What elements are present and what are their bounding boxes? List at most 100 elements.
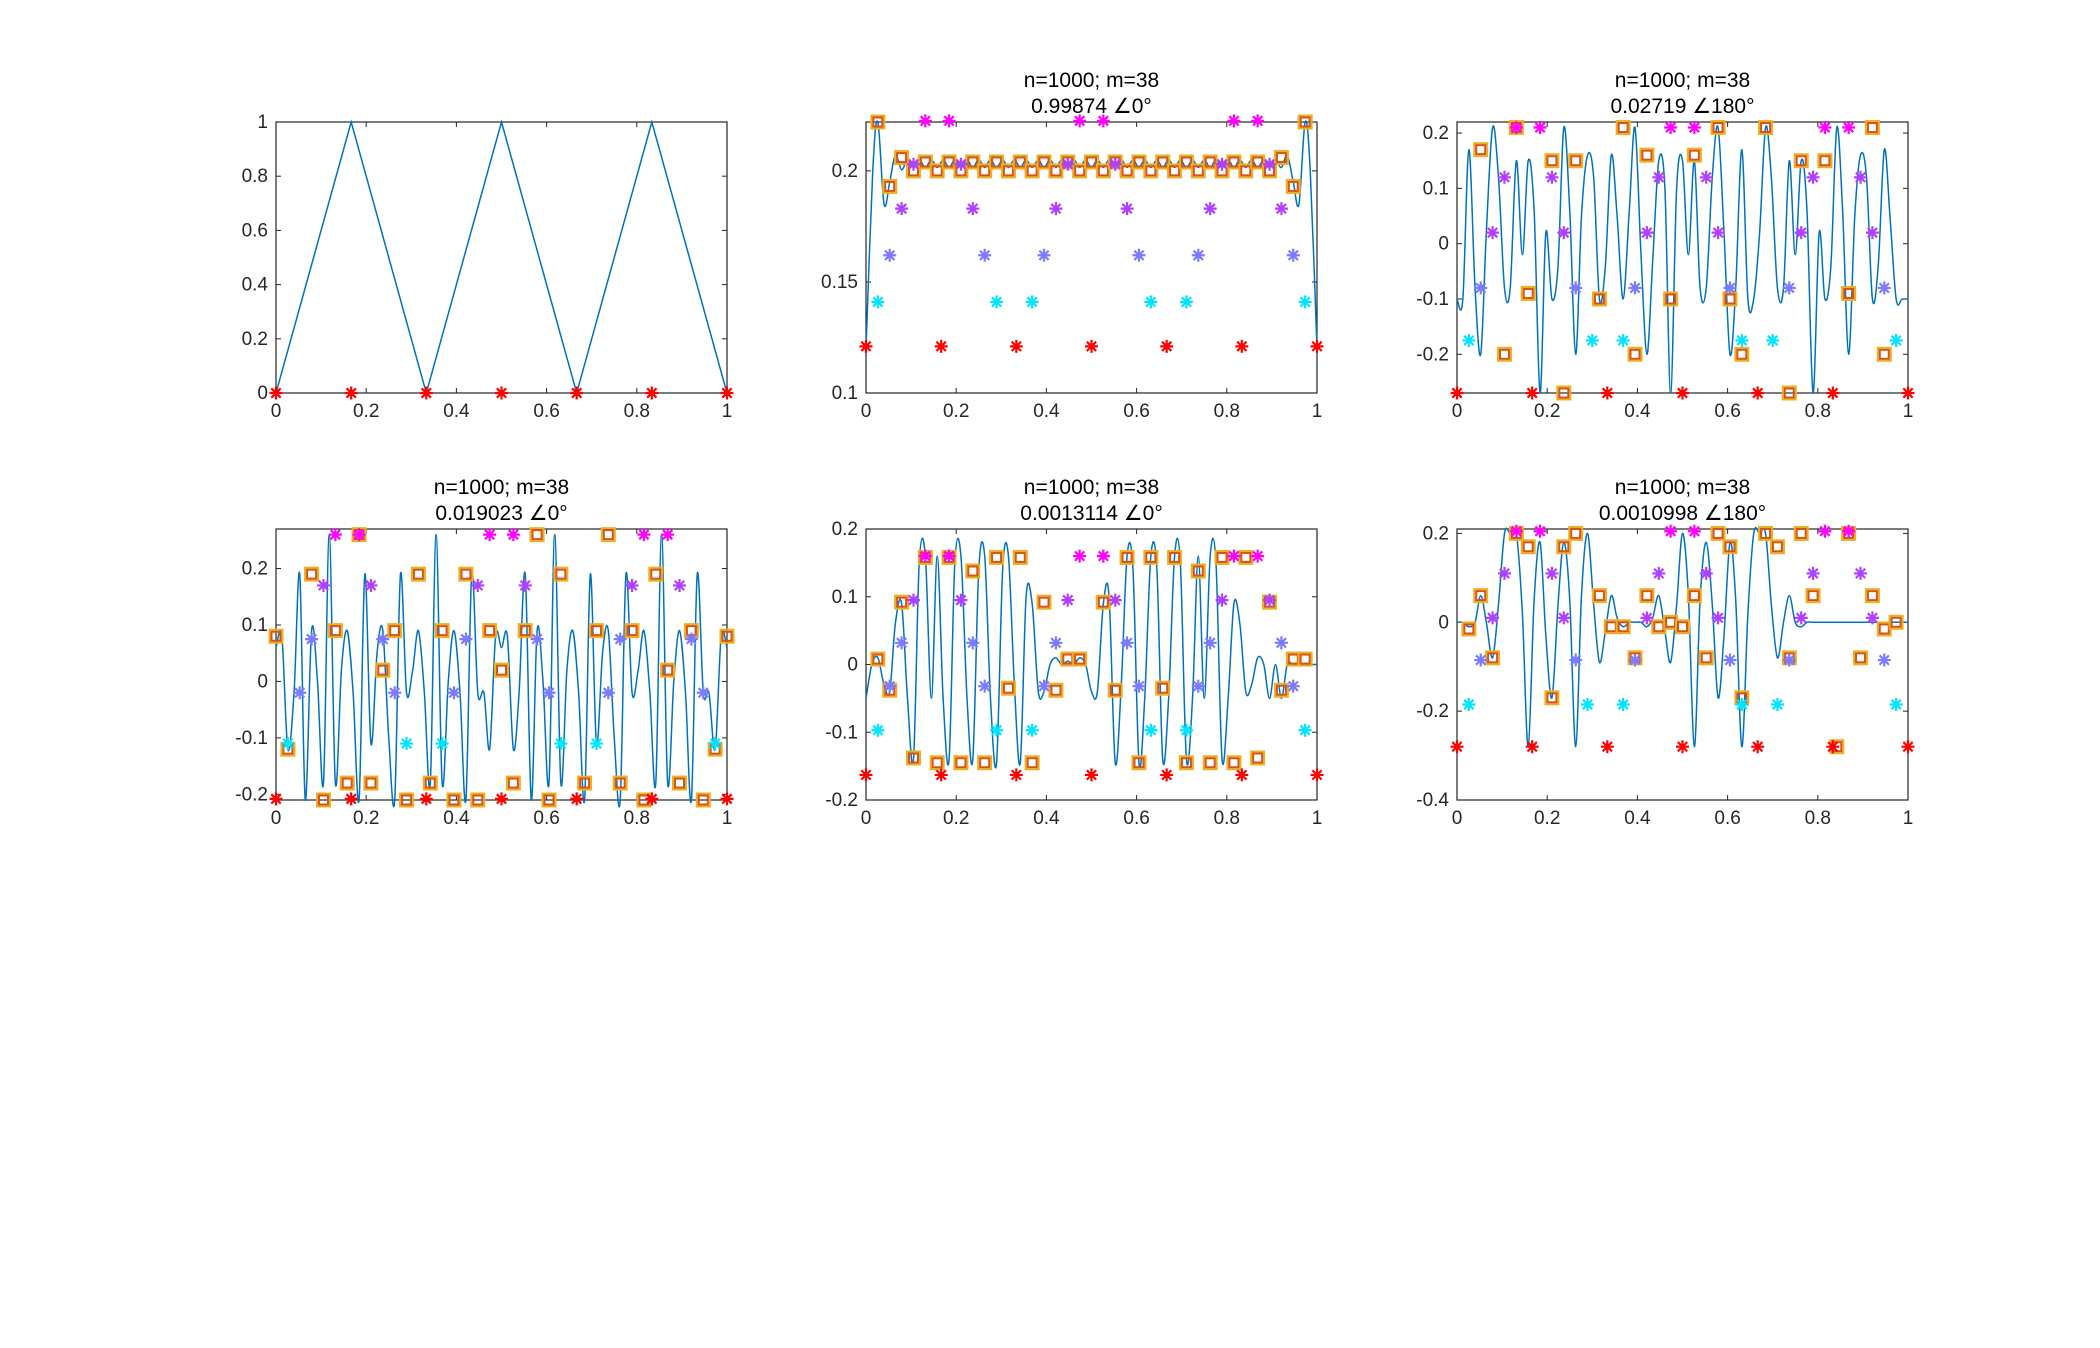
square-marker (1072, 651, 1088, 667)
star-marker (1569, 653, 1583, 667)
x-tick-label: 1 (722, 808, 733, 829)
square-marker (929, 163, 945, 179)
star-marker (344, 792, 358, 806)
x-tick-label: 1 (1312, 401, 1323, 422)
square-marker (1864, 588, 1880, 604)
y-tick-label: 0.1 (832, 383, 858, 404)
square-marker (1639, 588, 1655, 604)
square-marker (1131, 755, 1147, 771)
star-marker (1711, 611, 1725, 625)
star-marker (1310, 339, 1324, 353)
square-marker (1107, 682, 1123, 698)
star-marker (1545, 566, 1559, 580)
square-marker (1048, 163, 1064, 179)
y-tick-label: -0.2 (1416, 344, 1449, 365)
star-marker (376, 632, 390, 646)
y-tick-label: 0 (1438, 612, 1449, 633)
star-marker (1533, 524, 1547, 538)
square-marker (1769, 539, 1785, 555)
star-marker (1179, 723, 1193, 737)
square-marker (1250, 154, 1266, 170)
square-marker (1805, 588, 1821, 604)
square-marker (1273, 682, 1289, 698)
square-marker (505, 775, 521, 791)
star-marker (447, 686, 461, 700)
square-marker (695, 792, 711, 808)
star-marker (1497, 566, 1511, 580)
square-marker (1178, 755, 1194, 771)
star-marker (1865, 611, 1879, 625)
y-tick-label: 0.2 (1423, 123, 1449, 144)
square-marker (1238, 163, 1254, 179)
star-marker (1711, 226, 1725, 240)
square-marker (1473, 142, 1489, 158)
square-marker (1485, 650, 1501, 666)
star-marker (637, 528, 651, 542)
square-marker (529, 527, 545, 543)
square-marker (989, 154, 1005, 170)
chart-subtitle: 0.02719 ∠180° (1610, 95, 1754, 118)
square-marker (339, 775, 355, 791)
star-marker (388, 686, 402, 700)
y-tick-label: 0.2 (242, 559, 268, 580)
star-marker (978, 248, 992, 262)
square-marker (905, 750, 921, 766)
y-tick-label: 0.2 (1423, 523, 1449, 544)
star-marker (966, 202, 980, 216)
star-marker (1652, 566, 1666, 580)
star-marker (542, 686, 556, 700)
star-marker (1616, 333, 1630, 347)
star-marker (495, 386, 508, 400)
square-marker (870, 114, 886, 130)
square-marker (1568, 525, 1584, 541)
plot-area (1450, 120, 1915, 401)
star-marker (1486, 611, 1500, 625)
star-marker (269, 386, 283, 400)
star-marker (684, 632, 698, 646)
square-marker (1686, 147, 1702, 163)
square-marker (315, 792, 331, 808)
square-marker (1793, 525, 1809, 541)
star-marker (645, 792, 659, 806)
star-marker (1085, 768, 1098, 782)
star-marker (1735, 697, 1749, 711)
square-marker (1285, 178, 1301, 194)
square-marker (1853, 650, 1869, 666)
square-marker (1615, 619, 1631, 635)
star-marker (1640, 226, 1654, 240)
star-marker (625, 578, 639, 592)
axes-box (275, 121, 728, 394)
star-marker (661, 528, 675, 542)
y-tick-label: 0.8 (242, 166, 268, 187)
star-marker (1751, 740, 1765, 754)
x-tick-label: 0.2 (943, 401, 969, 422)
star-marker (601, 686, 615, 700)
star-marker (530, 632, 544, 646)
square-marker (648, 566, 664, 582)
chart-subtitle: 0.019023 ∠0° (435, 502, 567, 525)
y-tick-label: 0.15 (821, 272, 858, 293)
square-marker (1591, 291, 1607, 307)
square-marker (941, 154, 957, 170)
star-marker (966, 636, 980, 650)
star-marker (1049, 636, 1063, 650)
star-marker (942, 114, 956, 128)
square-marker (1758, 120, 1774, 136)
x-tick-label: 0.2 (1534, 808, 1560, 829)
star-marker (696, 686, 710, 700)
star-marker (1025, 295, 1039, 309)
star-marker (1263, 593, 1277, 607)
square-marker (1250, 750, 1266, 766)
star-marker (918, 114, 932, 128)
star-marker (1497, 170, 1511, 184)
star-marker (1450, 386, 1464, 400)
star-marker (1096, 114, 1110, 128)
x-tick-label: 0.6 (1123, 401, 1149, 422)
star-marker (1263, 157, 1277, 171)
y-tick-label: 0.4 (242, 275, 269, 296)
square-marker (1544, 690, 1560, 706)
square-marker (1710, 120, 1726, 136)
y-tick-label: 0.2 (832, 161, 858, 182)
star-marker (269, 792, 283, 806)
